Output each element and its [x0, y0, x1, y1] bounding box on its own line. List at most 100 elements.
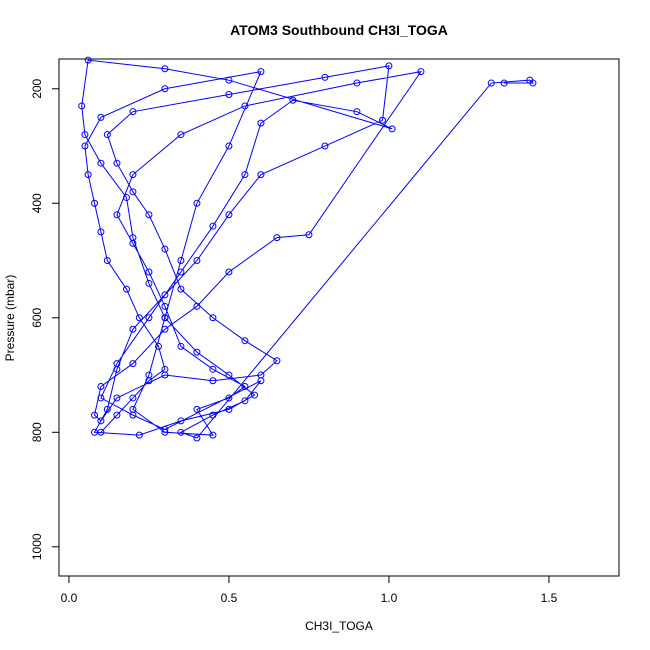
- data-point: [225, 405, 233, 413]
- data-point: [113, 211, 121, 219]
- data-point: [103, 131, 111, 139]
- data-point: [193, 257, 201, 265]
- data-point: [177, 131, 185, 139]
- data-point: [145, 268, 153, 276]
- data-point: [91, 199, 99, 207]
- data-point: [91, 411, 99, 419]
- data-point: [97, 417, 105, 425]
- data-point: [81, 142, 89, 150]
- data-point: [113, 360, 121, 368]
- data-point: [388, 125, 396, 133]
- data-point: [241, 337, 249, 345]
- data-point: [305, 231, 313, 239]
- data-point: [161, 302, 169, 310]
- data-point: [103, 257, 111, 265]
- data-point: [500, 79, 508, 87]
- data-point: [193, 302, 201, 310]
- data-point: [161, 245, 169, 253]
- data-point: [113, 159, 121, 167]
- data-point: [123, 194, 131, 202]
- data-point: [193, 434, 201, 442]
- data-point: [209, 377, 217, 385]
- y-tick-label: 200: [30, 78, 44, 98]
- data-point: [209, 314, 217, 322]
- data-point: [209, 222, 217, 230]
- data-point: [155, 342, 163, 350]
- data-point: [161, 371, 169, 379]
- data-point: [193, 199, 201, 207]
- data-point: [251, 391, 259, 399]
- data-point: [241, 382, 249, 390]
- data-point: [209, 365, 217, 373]
- data-point: [161, 325, 169, 333]
- x-tick-label: 0.5: [221, 591, 238, 605]
- data-point: [97, 394, 105, 402]
- y-tick-label: 600: [30, 307, 44, 327]
- y-tick-label: 400: [30, 193, 44, 213]
- y-tick-label: 1000: [30, 533, 44, 560]
- data-point: [129, 108, 137, 116]
- y-tick-label: 800: [30, 422, 44, 442]
- series-line: [81, 59, 535, 439]
- data-point: [289, 96, 297, 104]
- data-point: [129, 171, 137, 179]
- data-point: [177, 428, 185, 436]
- data-point: [135, 314, 143, 322]
- data-point: [257, 68, 265, 76]
- y-axis-label: Pressure (mbar): [3, 275, 17, 362]
- data-point: [353, 79, 361, 87]
- data-point: [161, 291, 169, 299]
- data-point: [225, 371, 233, 379]
- data-point: [91, 428, 99, 436]
- data-point: [129, 325, 137, 333]
- data-point: [161, 85, 169, 93]
- data-point: [241, 397, 249, 405]
- data-point: [177, 342, 185, 350]
- x-tick-label: 1.0: [381, 591, 398, 605]
- data-point: [177, 285, 185, 293]
- data-point: [97, 159, 105, 167]
- data-point: [321, 73, 329, 81]
- data-point: [225, 211, 233, 219]
- data-point: [321, 142, 329, 150]
- data-point: [353, 108, 361, 116]
- data-point: [225, 90, 233, 98]
- data-point: [129, 234, 137, 242]
- data-point: [177, 268, 185, 276]
- data-point: [209, 431, 217, 439]
- data-point: [225, 268, 233, 276]
- data-point: [78, 102, 86, 110]
- data-point: [257, 171, 265, 179]
- data-point: [161, 65, 169, 73]
- chart-title: ATOM3 Southbound CH3I_TOGA: [230, 22, 448, 38]
- data-point: [129, 188, 137, 196]
- data-point: [129, 411, 137, 419]
- data-point: [123, 285, 131, 293]
- data-point: [379, 116, 387, 124]
- data-point: [257, 119, 265, 127]
- data-point: [145, 211, 153, 219]
- data-point: [161, 428, 169, 436]
- data-point: [487, 79, 495, 87]
- x-tick-label: 0.0: [61, 591, 78, 605]
- data-point: [145, 314, 153, 322]
- data-point: [209, 411, 217, 419]
- data-point: [161, 425, 169, 433]
- data-point: [97, 113, 105, 121]
- x-axis-label: CH3I_TOGA: [305, 619, 373, 633]
- data-point: [241, 102, 249, 110]
- data-point: [193, 405, 201, 413]
- data-point: [97, 228, 105, 236]
- data-point: [84, 56, 92, 64]
- data-point: [193, 348, 201, 356]
- data-point: [97, 382, 105, 390]
- data-point: [225, 394, 233, 402]
- data-point: [145, 279, 153, 287]
- data-point: [225, 76, 233, 84]
- data-point: [273, 357, 281, 365]
- data-point: [257, 377, 265, 385]
- data-point: [241, 171, 249, 179]
- data-point: [529, 79, 537, 87]
